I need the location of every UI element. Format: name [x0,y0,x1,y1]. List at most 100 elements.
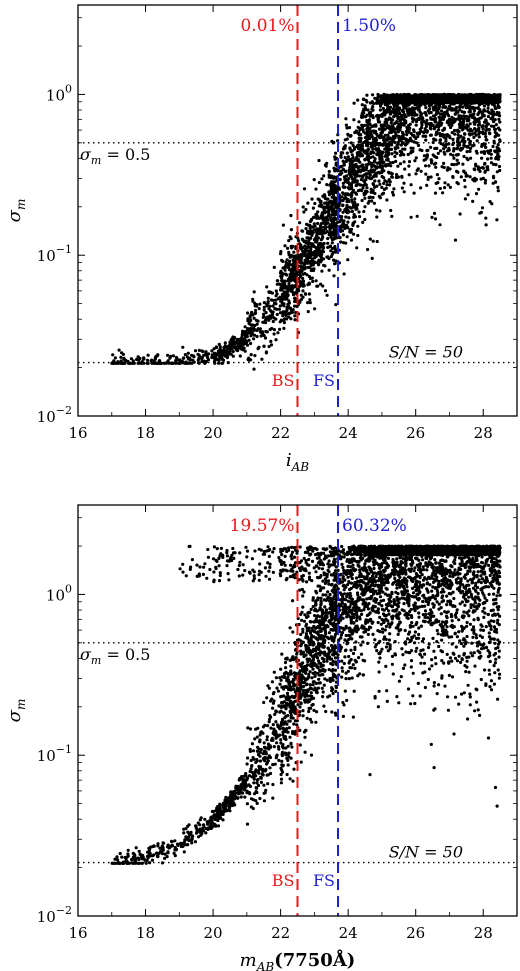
sigma-threshold-label: σm = 0.5 [80,145,150,167]
scatter-point [407,107,411,111]
scatter-point [367,195,371,199]
scatter-point [482,150,487,154]
scatter-point [216,824,221,828]
scatter-point [146,353,150,357]
scatter-point [361,97,366,101]
scatter-point [367,118,372,122]
scatter-point [361,174,365,178]
scatter-point [472,167,476,171]
scatter-point [447,106,451,111]
scatter-point [338,220,342,224]
scatter-point [345,126,349,130]
scatter-point [389,208,393,213]
scatter-point [485,127,489,132]
scatter-point [416,108,421,112]
scatter-point [301,279,306,283]
scatter-point [382,176,386,180]
scatter-point [407,173,411,177]
scatter-point [262,305,266,309]
scatter-point [443,145,447,149]
scatter-point [340,666,344,670]
scatter-point [349,141,353,145]
scatter-point [352,180,356,184]
scatter-point [357,143,362,148]
scatter-point [441,94,445,98]
scatter-point [493,130,497,134]
scatter-point [268,304,272,308]
scatter-point [413,111,417,115]
scatter-point [403,113,407,118]
scatter-point [252,337,256,341]
scatter-point [357,136,361,140]
scatter-point [302,590,306,594]
scatter-point [342,272,346,276]
scatter-point [365,100,369,104]
scatter-point [183,353,187,357]
scatter-point [455,162,459,166]
scatter-point [487,111,491,115]
scatter-point [285,772,289,777]
scatter-point [493,785,498,790]
scatter-point [334,248,338,252]
scatter-point [287,253,291,257]
scatter-point [360,154,365,158]
scatter-point [450,659,454,663]
scatter-point [377,689,381,693]
scatter-point [210,353,214,357]
scatter-point [428,107,432,111]
scatter-point [372,129,376,133]
scatter-point [365,127,369,131]
scatter-point [423,111,427,115]
scatter-point [367,120,371,125]
scatter-point [244,772,248,776]
scatter-point [368,126,372,130]
scatter-point [316,210,320,214]
scatter-point [301,246,305,250]
scatter-point [158,361,163,365]
scatter-point [368,237,372,241]
scatter-point [350,200,354,204]
scatter-point [403,106,407,110]
scatter-point [261,752,265,756]
scatter-point [482,162,487,166]
scatter-point [202,565,206,569]
scatter-point [117,348,121,352]
scatter-point [477,127,481,131]
scatter-point [305,273,309,277]
scatter-point [365,186,369,190]
scatter-point [485,95,489,99]
scatter-point [307,709,311,714]
scatter-point [217,354,221,358]
scatter-point [481,609,485,613]
scatter-point [388,180,392,184]
scatter-point [318,200,322,204]
scatter-point [415,113,419,117]
scatter-point [349,227,354,231]
scatter-point [245,335,249,339]
scatter-point [214,345,218,349]
scatter-point [475,139,479,143]
scatter-point [301,630,305,634]
scatter-point [352,118,356,122]
scatter-point [480,635,484,640]
scatter-point [381,164,385,168]
scatter-point [359,183,363,187]
scatter-point [464,174,468,178]
scatter-point [356,224,360,228]
scatter-point [242,330,246,334]
scatter-point [461,146,465,150]
scatter-point [421,117,425,121]
scatter-point [325,161,329,165]
scatter-point [461,105,465,109]
scatter-point [370,134,374,138]
scatter-point [370,100,374,104]
scatter-point [409,151,413,155]
scatter-point [384,163,388,167]
scatter-point [372,151,376,155]
scatter-point [480,156,484,160]
scatter-point [402,118,406,122]
scatter-point [373,179,377,183]
scatter-point [332,180,336,184]
scatter-point [438,223,442,227]
scatter-point [303,267,307,271]
